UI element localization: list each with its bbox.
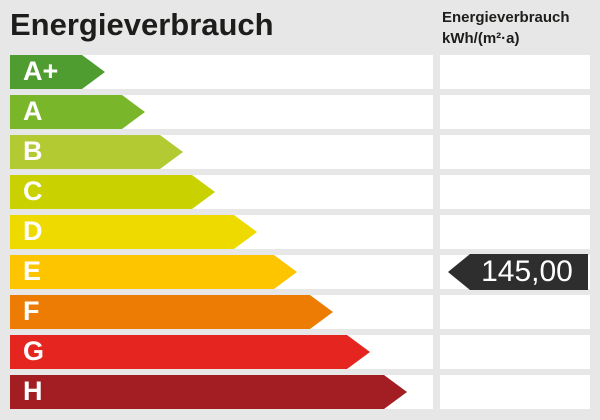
- scale-row-track: E: [10, 255, 433, 289]
- rating-letter: D: [23, 215, 43, 246]
- scale-row-track: A: [10, 95, 433, 129]
- rating-letter: A+: [23, 55, 59, 86]
- scale-row-track: H: [10, 375, 433, 409]
- value-text: 145,00: [481, 255, 573, 288]
- value-badge: 145,00: [448, 254, 588, 290]
- rating-letter: C: [23, 175, 43, 206]
- page-title: Energieverbrauch: [10, 7, 274, 42]
- scale: A+ A B: [0, 55, 600, 409]
- rating-letter: F: [23, 295, 40, 326]
- rating-bar: C: [10, 175, 215, 209]
- scale-row: A+: [0, 55, 600, 89]
- scale-row-track: A+: [10, 55, 433, 89]
- scale-row-track: B: [10, 135, 433, 169]
- scale-row: E 145,00: [0, 254, 600, 290]
- scale-row: B: [0, 135, 600, 169]
- value-cell: 145,00: [440, 254, 590, 290]
- value-cell: [440, 135, 590, 169]
- label-header: Energieverbrauch Energieverbrauch kWh/(m…: [0, 0, 600, 55]
- scale-row: G: [0, 335, 600, 369]
- unit-header: Energieverbrauch kWh/(m²·a): [442, 7, 570, 49]
- value-cell: [440, 295, 590, 329]
- rating-bar: A+: [10, 55, 105, 89]
- rating-bar: A: [10, 95, 145, 129]
- value-cell: [440, 335, 590, 369]
- scale-row-track: F: [10, 295, 433, 329]
- rating-bar: D: [10, 215, 257, 249]
- rating-bar: H: [10, 375, 407, 409]
- value-cell: [440, 55, 590, 89]
- value-cell: [440, 215, 590, 249]
- scale-row-track: G: [10, 335, 433, 369]
- scale-row: A: [0, 95, 600, 129]
- scale-row: C: [0, 175, 600, 209]
- value-cell: [440, 375, 590, 409]
- rating-bar: G: [10, 335, 370, 369]
- energy-label: Energieverbrauch Energieverbrauch kWh/(m…: [0, 0, 600, 409]
- rating-bar: B: [10, 135, 183, 169]
- unit-header-line2: kWh/(m²·a): [442, 30, 520, 47]
- scale-row: D: [0, 215, 600, 249]
- rating-letter: E: [23, 255, 42, 286]
- value-cell: [440, 175, 590, 209]
- rating-letter: H: [23, 375, 43, 406]
- rating-letter: G: [23, 335, 45, 366]
- rating-bar: E: [10, 255, 297, 289]
- scale-row-track: C: [10, 175, 433, 209]
- scale-row-track: D: [10, 215, 433, 249]
- value-cell: [440, 95, 590, 129]
- rating-letter: B: [23, 135, 43, 166]
- scale-row: F: [0, 295, 600, 329]
- scale-row: H: [0, 375, 600, 409]
- unit-header-line1: Energieverbrauch: [442, 9, 570, 26]
- rating-bar: F: [10, 295, 333, 329]
- rating-letter: A: [23, 95, 43, 126]
